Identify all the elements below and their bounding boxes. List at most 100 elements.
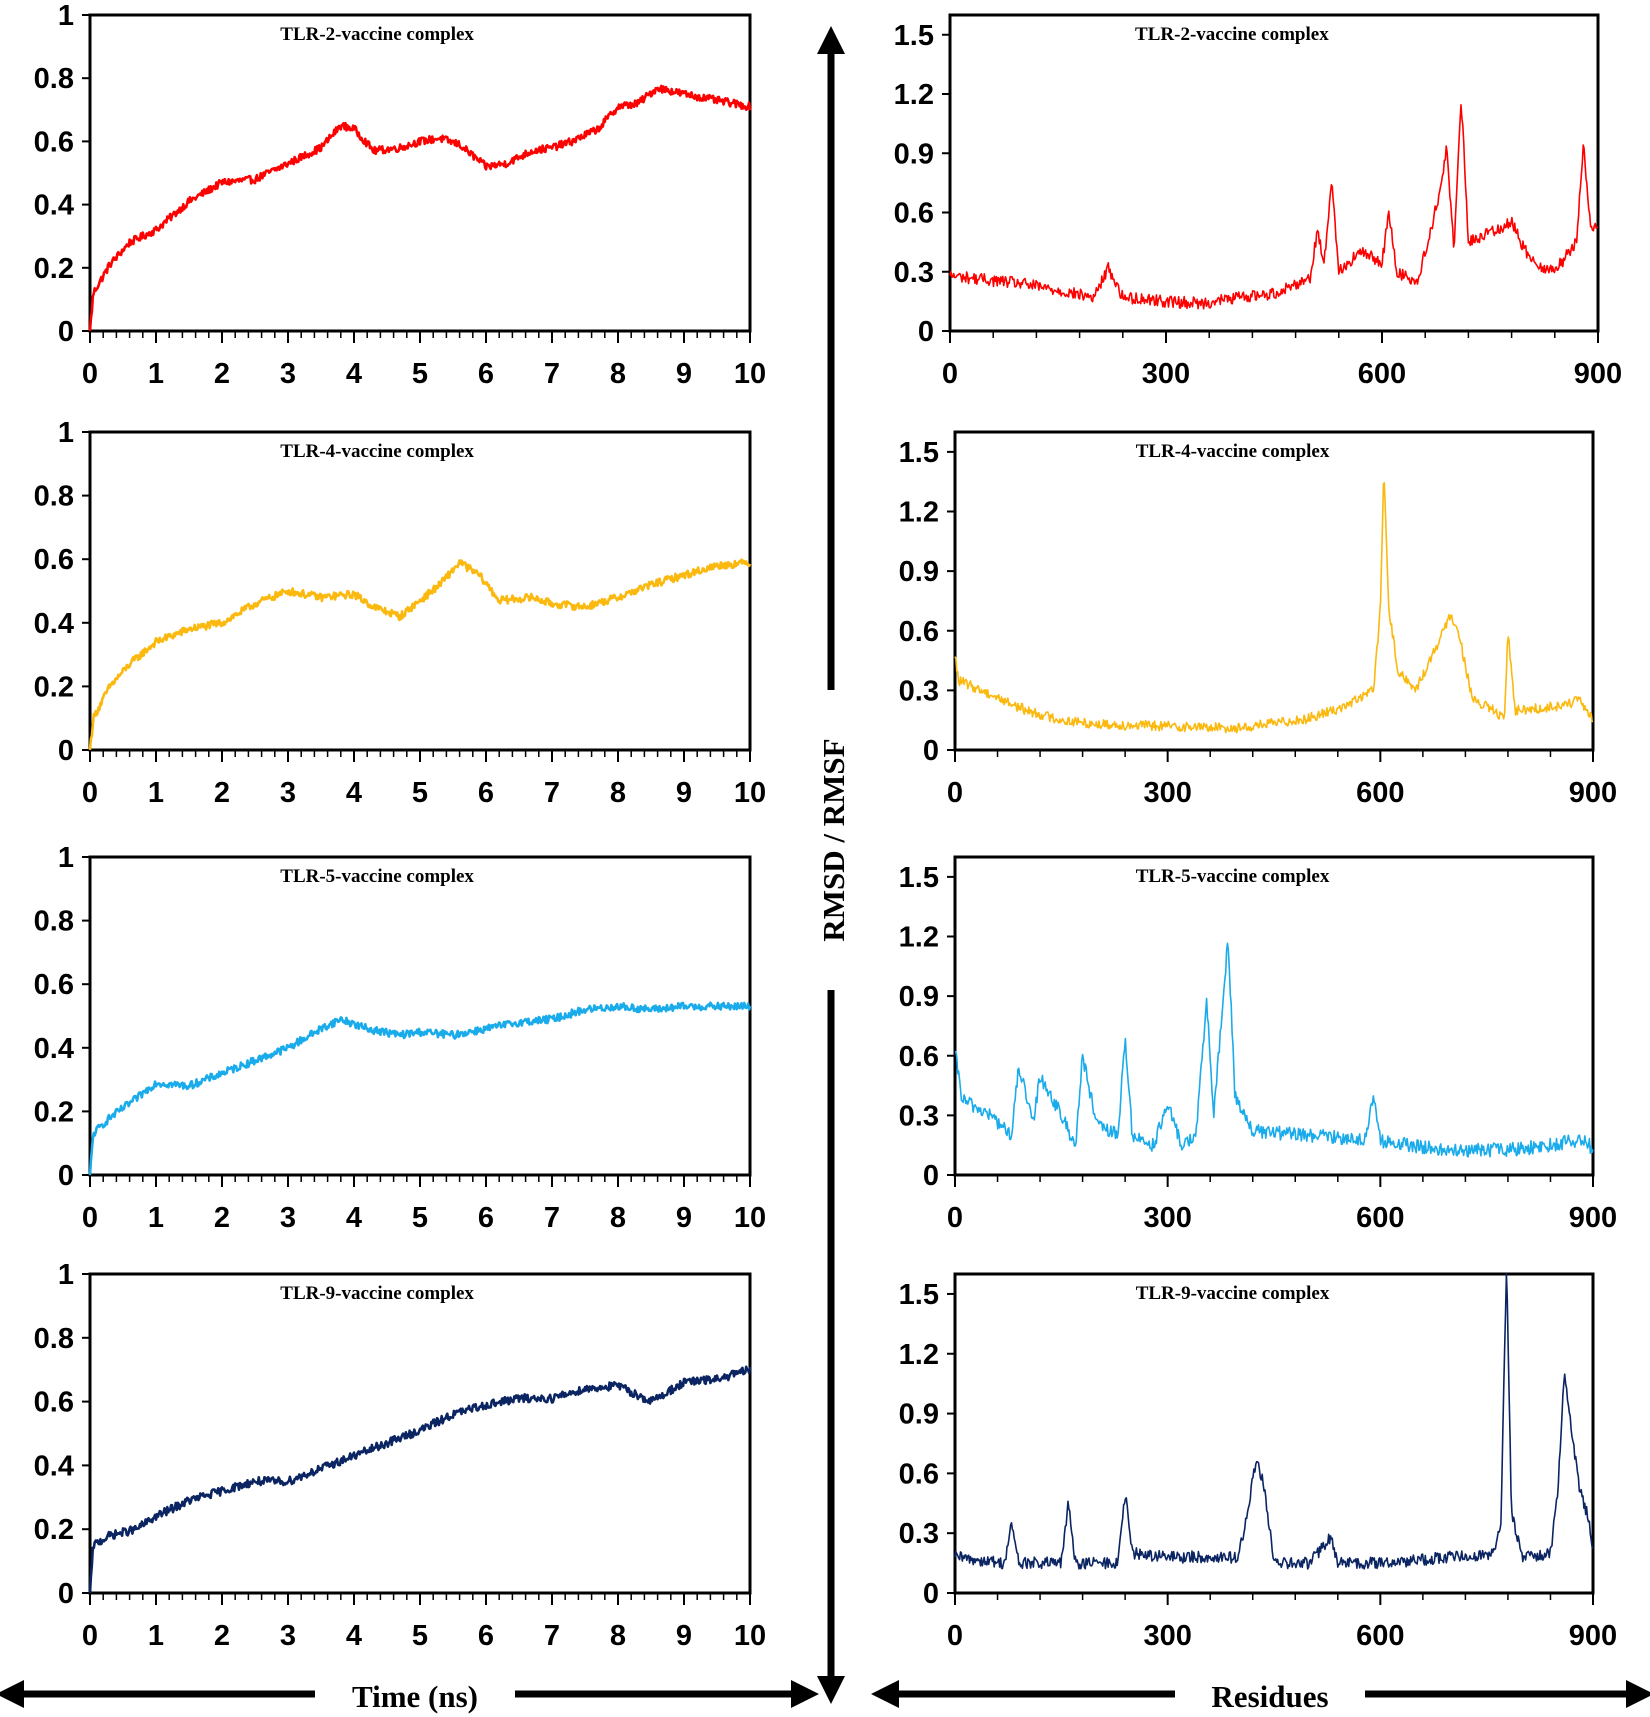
series-line xyxy=(88,558,752,751)
x-tick-label: 9 xyxy=(676,777,692,809)
x-tick-label: 6 xyxy=(478,1620,494,1652)
y-tick-label: 0.8 xyxy=(34,63,74,95)
x-tick-label: 5 xyxy=(412,358,428,390)
y-tick-label: 0 xyxy=(923,1578,939,1610)
series-line xyxy=(88,1001,752,1176)
y-tick-label: 0.2 xyxy=(34,671,74,703)
x-tick-label: 4 xyxy=(346,1202,362,1234)
y-tick-label: 0.9 xyxy=(899,981,939,1013)
plot-frame xyxy=(953,855,1595,1177)
x-tick-label: 7 xyxy=(544,777,560,809)
y-caption-background xyxy=(805,690,857,990)
x-tick-label: 8 xyxy=(610,358,626,390)
y-tick-label: 0.6 xyxy=(34,126,74,158)
x-tick-label: 2 xyxy=(214,1620,230,1652)
x-caption-left: Time (ns) xyxy=(352,1679,478,1714)
x-caption-left-group: Time (ns) xyxy=(0,1674,819,1717)
x-tick-label: 7 xyxy=(544,1202,560,1234)
panel-title: TLR-4-vaccine complex xyxy=(280,441,474,462)
panel-title: TLR-4-vaccine complex xyxy=(1136,441,1330,462)
x-tick-label: 7 xyxy=(544,1620,560,1652)
panel-rmsd-tlr5: 00.20.40.60.810 1 2 3 4 5 6 7 8 9 10TLR-5-vaccine … xyxy=(34,842,766,1234)
y-tick-label: 0.2 xyxy=(34,1514,74,1546)
y-tick-label: 0.6 xyxy=(34,969,74,1001)
y-tick-label: 0 xyxy=(923,1160,939,1192)
y-tick-label: 0.8 xyxy=(34,906,74,938)
series-line xyxy=(955,942,1594,1158)
x-tick-label: 10 xyxy=(734,777,766,809)
x-tick-label: 300 xyxy=(1142,358,1190,390)
x-tick-label: 2 xyxy=(214,777,230,809)
x-tick-label: 900 xyxy=(1569,777,1617,809)
x-tick-label: 600 xyxy=(1356,1202,1404,1234)
x-tick-label: 3 xyxy=(280,358,296,390)
x-tick-label: 5 xyxy=(412,1620,428,1652)
panel-rmsd-tlr2: 00.20.40.60.810 1 2 3 4 5 6 7 8 9 10TLR-2-vaccine … xyxy=(34,0,766,390)
x-tick-label: 8 xyxy=(610,1620,626,1652)
x-tick-label: 6 xyxy=(478,777,494,809)
x-tick-label: 10 xyxy=(734,1620,766,1652)
x-caption-right: Residues xyxy=(1211,1679,1328,1714)
x-tick-label: 1 xyxy=(148,1202,164,1234)
x-tick-label: 0 xyxy=(82,1202,98,1234)
x-tick-label: 6 xyxy=(478,358,494,390)
y-tick-label: 0.6 xyxy=(899,1041,939,1073)
x-tick-label: 5 xyxy=(412,1202,428,1234)
y-tick-label: 0.6 xyxy=(894,198,934,230)
y-tick-label: 1.5 xyxy=(894,20,934,52)
x-tick-label: 0 xyxy=(947,777,963,809)
panel-title: TLR-5-vaccine complex xyxy=(280,866,474,887)
x-tick-label: 7 xyxy=(544,358,560,390)
x-caption-left-background xyxy=(315,1674,515,1717)
panel-rmsf-tlr9: 0 0.3 0.6 0.9 1.2 1.5 0 300 600 900 TLR-9-vaccine … xyxy=(899,1272,1617,1652)
y-caption-group: RMSD / RMSF xyxy=(805,25,857,1704)
y-tick-label: 0.4 xyxy=(34,608,74,640)
y-tick-label: 1 xyxy=(58,842,74,874)
panel-title: TLR-5-vaccine complex xyxy=(1136,866,1330,887)
panels-container: 00.20.40.60.810 1 2 3 4 5 6 7 8 9 10TLR-2-vaccine … xyxy=(34,0,1623,1652)
y-tick-label: 0.3 xyxy=(894,257,934,289)
y-tick-label: 0.3 xyxy=(899,1100,939,1132)
x-tick-label: 600 xyxy=(1356,1620,1404,1652)
plot-frame xyxy=(88,430,752,752)
panel-title: TLR-9-vaccine complex xyxy=(1136,1283,1330,1304)
x-tick-label: 9 xyxy=(676,1202,692,1234)
y-tick-label: 0.4 xyxy=(34,1450,74,1482)
x-tick-label: 10 xyxy=(734,358,766,390)
x-tick-label: 4 xyxy=(346,777,362,809)
panel-rmsf-tlr4: 0 0.3 0.6 0.9 1.2 1.5 0 300 600 900 TLR-4-vaccine … xyxy=(899,430,1617,809)
y-tick-label: 0 xyxy=(58,735,74,767)
x-tick-label: 0 xyxy=(82,358,98,390)
panel-title: TLR-2-vaccine complex xyxy=(280,24,474,45)
y-tick-label: 1.5 xyxy=(899,862,939,894)
x-tick-label: 5 xyxy=(412,777,428,809)
y-tick-label: 1.5 xyxy=(899,1279,939,1311)
x-tick-label: 4 xyxy=(346,358,362,390)
x-tick-label: 300 xyxy=(1143,1202,1191,1234)
x-tick-label: 1 xyxy=(148,1620,164,1652)
panel-rmsf-tlr5: 0 0.3 0.6 0.9 1.2 1.5 0 300 600 900 TLR-5-vaccine … xyxy=(899,855,1617,1234)
x-tick-label: 1 xyxy=(148,777,164,809)
x-tick-label: 3 xyxy=(280,1202,296,1234)
plot-frame xyxy=(953,1272,1595,1595)
x-tick-label: 2 xyxy=(214,1202,230,1234)
x-tick-label: 10 xyxy=(734,1202,766,1234)
x-tick-label: 2 xyxy=(214,358,230,390)
x-tick-label: 600 xyxy=(1356,777,1404,809)
x-tick-label: 4 xyxy=(346,1620,362,1652)
x-caption-right-background xyxy=(1175,1674,1365,1717)
y-tick-label: 0.9 xyxy=(894,138,934,170)
x-tick-label: 300 xyxy=(1143,777,1191,809)
y-tick-label: 1.2 xyxy=(894,79,934,111)
y-tick-label: 0.6 xyxy=(34,544,74,576)
series-line xyxy=(954,1273,1594,1570)
y-tick-label: 0 xyxy=(58,1578,74,1610)
x-tick-label: 0 xyxy=(947,1202,963,1234)
panel-rmsd-tlr4: 00.20.40.60.810 1 2 3 4 5 6 7 8 9 10TLR-4-vaccine … xyxy=(34,417,766,809)
plot-frame xyxy=(88,13,752,333)
plot-frame xyxy=(948,13,1600,333)
panel-title: TLR-2-vaccine complex xyxy=(1135,24,1329,45)
y-tick-label: 0.4 xyxy=(34,1033,74,1065)
series-line xyxy=(954,482,1594,734)
